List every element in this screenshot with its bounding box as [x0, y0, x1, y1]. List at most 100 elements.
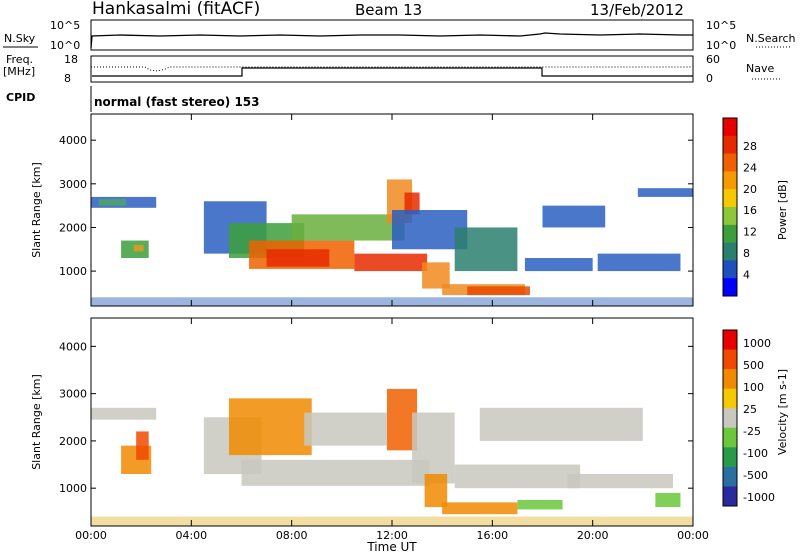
- nave-tick-bottom: 0: [706, 72, 713, 85]
- velocity-y-tick-label-2: 3000: [59, 388, 87, 401]
- velocity-colorbar-segment-5: [723, 427, 737, 448]
- power-panel: 1000 2000 3000 4000 Slant Range [km] 4 8 12 16…: [30, 113, 789, 307]
- power-scatter-region-11: [404, 192, 420, 215]
- x-tick-label-1: 04:00: [175, 529, 207, 542]
- station-title: Hankasalmi (fitACF): [92, 0, 260, 19]
- velocity-colorbar-tick-5: -100: [743, 447, 768, 460]
- power-scatter-region-19: [597, 253, 681, 272]
- nave-label: Nave: [746, 62, 774, 75]
- velocity-scatter-region-8: [412, 412, 455, 484]
- velocity-colorbar-tick-2: 100: [743, 381, 764, 394]
- noise-right-tick-bottom: 10^0: [706, 39, 736, 52]
- velocity-y-tick-label-1: 2000: [59, 435, 87, 448]
- noise-left-tick-bottom: 10^0: [50, 39, 80, 52]
- date-title: 13/Feb/2012: [590, 1, 684, 19]
- cpid-label: CPID: [6, 91, 35, 104]
- velocity-y-tick-label-3: 4000: [59, 340, 87, 353]
- power-colorbar-tick-1: 8: [743, 247, 750, 260]
- velocity-scatter-region-12: [479, 407, 643, 441]
- power-scatter-region-18: [542, 205, 606, 228]
- velocity-scatter-region-11: [454, 464, 581, 489]
- velocity-colorbar-segment-1: [723, 349, 737, 370]
- power-y-axis-label: Slant Range [km]: [30, 162, 43, 258]
- noise-panel: N.Sky 10^5 10^0 10^5 10^0 N.Search: [3, 19, 796, 52]
- n-sky-trace: [90, 32, 693, 49]
- cpid-panel: CPID normal (fast stereo) 153: [6, 86, 260, 112]
- velocity-colorbar-segment-7: [723, 466, 737, 487]
- velocity-colorbar-tick-3: 25: [743, 403, 757, 416]
- n-search-label: N.Search: [746, 32, 796, 45]
- velocity-colorbar-frame: [722, 329, 738, 507]
- velocity-panel: 1000 2000 3000 4000 Slant Range [km] 1000 50…: [30, 114, 789, 554]
- freq-tick-top: 18: [64, 53, 78, 66]
- velocity-colorbar-tick-6: -500: [743, 469, 768, 482]
- x-tick-label-3: 12:00: [376, 529, 408, 542]
- power-scatter-region-7: [266, 249, 330, 267]
- velocity-scatter-region-13: [517, 500, 563, 510]
- nave-tick-top: 60: [706, 53, 720, 66]
- power-colorbar-tick-2: 12: [743, 226, 757, 239]
- power-colorbar-tick-5: 24: [743, 161, 757, 174]
- power-colorbar-segment-2: [723, 153, 737, 172]
- power-scatter-region-3: [133, 244, 144, 252]
- velocity-scatter-region-10: [442, 502, 518, 515]
- power-colorbar-label: Power [dB]: [776, 180, 789, 240]
- velocity-colorbar-segment-8: [723, 486, 737, 507]
- power-y-tick-label-3: 4000: [59, 134, 87, 147]
- noise-left-tick-top: 10^5: [50, 19, 80, 32]
- n-sky-label: N.Sky: [4, 32, 36, 45]
- power-scatter-region-20: [637, 188, 693, 197]
- power-colorbar-segment-8: [723, 260, 737, 279]
- velocity-scatter-region-5: [241, 459, 430, 486]
- power-scatter-region-1: [98, 199, 127, 206]
- power-colorbar-segment-1: [723, 135, 737, 155]
- power-colorbar-tick-4: 20: [743, 183, 757, 196]
- freq-trace: [91, 66, 693, 72]
- power-colorbar-segment-0: [723, 118, 737, 137]
- power-colorbar-tick-6: 28: [743, 140, 757, 153]
- velocity-colorbar-tick-7: -1000: [743, 491, 775, 504]
- power-colorbar-segment-6: [723, 224, 737, 244]
- power-colorbar-segment-4: [723, 189, 737, 208]
- x-tick-label-5: 20:00: [577, 529, 609, 542]
- velocity-colorbar-segment-6: [723, 447, 737, 468]
- power-scatter-region-16: [454, 227, 518, 272]
- velocity-colorbar-label: Velocity [m s-1]: [776, 369, 789, 455]
- velocity-scatter-region-14: [567, 474, 673, 489]
- power-colorbar-segment-9: [723, 278, 737, 297]
- frequency-panel: Freq. [MHz] 18 8 60 0 Nave: [3, 53, 780, 85]
- freq-label: Freq.: [6, 53, 33, 66]
- velocity-y-axis-label: Slant Range [km]: [30, 374, 43, 470]
- power-scatter-region-8: [291, 214, 405, 241]
- power-colorbar-tick-3: 16: [743, 204, 757, 217]
- noise-right-tick-top: 10^5: [706, 19, 736, 32]
- velocity-colorbar-tick-0: 1000: [743, 337, 771, 350]
- velocity-scatter-region-6: [304, 412, 387, 446]
- x-tick-label-2: 08:00: [276, 529, 308, 542]
- power-scatter-region-17: [524, 258, 593, 272]
- x-tick-label-4: 16:00: [476, 529, 508, 542]
- power-colorbar-frame: [722, 117, 738, 297]
- power-y-tick-label-1: 2000: [59, 221, 87, 234]
- velocity-scatter-region-0: [91, 407, 157, 420]
- power-scatter-region-9: [354, 253, 428, 272]
- velocity-scatter-region-9: [424, 474, 448, 508]
- freq-unit-label: [MHz]: [3, 65, 35, 78]
- velocity-scatter-region-4: [228, 398, 312, 456]
- velocity-colorbar-segment-4: [723, 408, 737, 429]
- power-colorbar-segment-7: [723, 242, 737, 261]
- beam-title: Beam 13: [355, 1, 422, 19]
- power-colorbar-segment-5: [723, 207, 737, 226]
- freq-tick-bottom: 8: [64, 72, 71, 85]
- nave-trace: [92, 67, 693, 77]
- velocity-scatter-region-2: [136, 431, 149, 460]
- power-y-tick-label-2: 3000: [59, 178, 87, 191]
- power-y-tick-label-0: 1000: [59, 265, 87, 278]
- velocity-colorbar-segment-0: [723, 330, 737, 351]
- velocity-colorbar-tick-1: 500: [743, 359, 764, 372]
- velocity-scatter-region-15: [655, 492, 681, 508]
- x-axis-label: Time UT: [366, 540, 417, 554]
- x-tick-label-0: 00:00: [75, 529, 107, 542]
- velocity-colorbar-segment-3: [723, 388, 737, 409]
